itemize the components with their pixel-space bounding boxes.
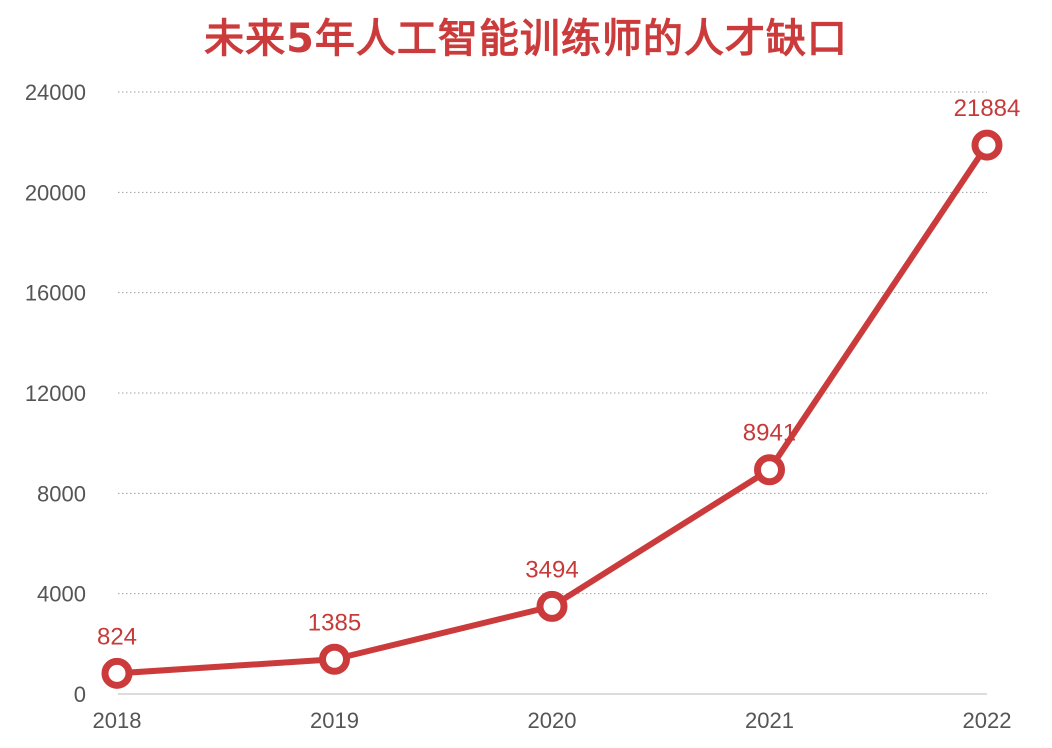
x-tick-label: 2020 [528,708,577,733]
axes: 0 4000 8000 12000 16000 20000 24000 2018 2019 202… [25,80,1012,733]
data-label: 8941 [743,420,796,447]
y-tick-label: 16000 [25,281,86,306]
data-points [101,129,1003,689]
data-label: 3494 [525,556,578,583]
x-tick-label: 2019 [310,708,359,733]
x-tick-label: 2022 [963,708,1012,733]
data-labels: 824 1385 3494 8941 21884 [97,95,1020,650]
grid-lines [118,91,987,595]
data-point [536,590,568,622]
y-tick-label: 0 [74,682,86,707]
data-label: 1385 [308,609,361,636]
y-tick-label: 24000 [25,80,86,105]
data-point [971,129,1003,161]
y-tick-label: 12000 [25,381,86,406]
data-point [754,454,785,486]
x-tick-label: 2021 [745,708,794,733]
y-tick-label: 8000 [37,481,86,506]
y-tick-label: 20000 [25,180,86,205]
chart-title: 未来5年人工智能训练师的人才缺口 [204,16,848,62]
y-tick-label: 4000 [37,582,86,607]
data-point [101,657,133,689]
x-tick-label: 2018 [93,708,142,733]
data-point [319,643,350,675]
data-label: 21884 [954,95,1021,122]
data-label: 824 [97,623,137,650]
